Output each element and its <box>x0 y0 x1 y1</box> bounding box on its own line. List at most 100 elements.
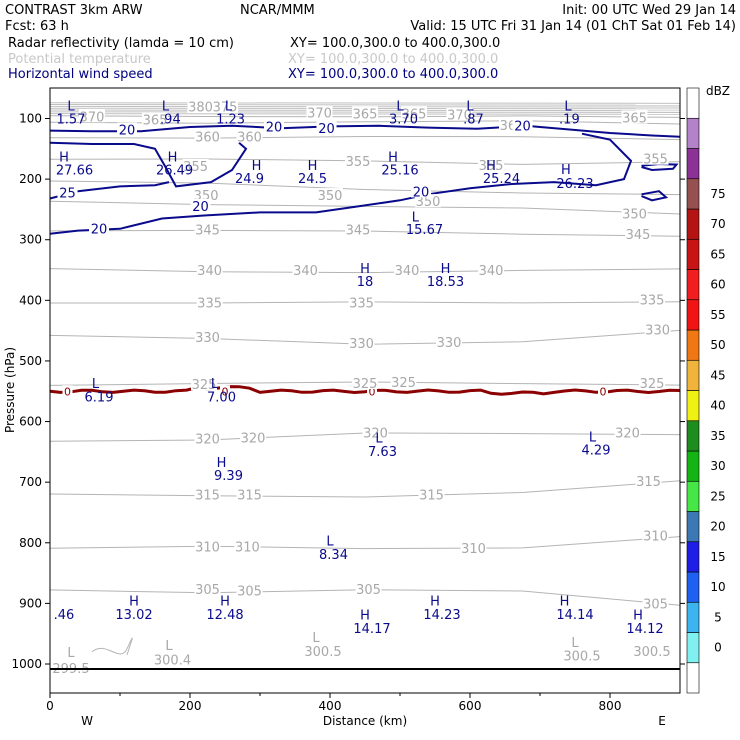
theta-contour-upper <box>49 104 681 106</box>
theta-label-bg <box>446 107 473 121</box>
forecast-hour: Fcst: 63 h <box>5 19 69 34</box>
wind-extremum-label: 7.00 <box>207 390 236 405</box>
theta-label: 370 <box>80 110 105 125</box>
theta-label: 340 <box>197 264 222 279</box>
wind-extremum-label: L <box>375 432 383 447</box>
wind-extremum-label: .19 <box>559 113 580 128</box>
wind-extremum-label: L <box>162 99 170 114</box>
freezing-label-bg <box>220 385 230 397</box>
colorbar-swatch <box>686 87 700 119</box>
wind-extremum-label: H <box>308 159 318 174</box>
y-tick-label: 600 <box>19 415 42 429</box>
colorbar-swatch <box>686 450 700 482</box>
colorbar-swatch <box>686 420 700 452</box>
theta-label: 315 <box>419 489 444 504</box>
y-axis-title: Pressure (hPa) <box>3 347 17 433</box>
wind-label-bg <box>57 185 78 199</box>
colorbar-label: 35 <box>710 429 725 443</box>
wind-label-bg <box>316 120 337 134</box>
wind-contour <box>49 141 248 188</box>
wind-contour-label: 20 <box>192 200 209 215</box>
theta-label: 380 <box>188 101 213 116</box>
theta-label: 310 <box>461 542 486 557</box>
freezing-label-bg <box>62 385 73 397</box>
colorbar-label: 5 <box>714 610 722 624</box>
theta-label: 365 <box>402 107 427 122</box>
theta-label-bg <box>194 129 221 143</box>
wind-extremum-label: 14.12 <box>626 622 663 637</box>
theta-label: 360 <box>195 130 220 145</box>
field3-name: Horizontal wind speed <box>8 67 153 82</box>
theta-label: 310 <box>235 541 260 556</box>
colorbar-swatch <box>686 541 700 573</box>
theta-label: 335 <box>640 293 665 308</box>
theta-label-bg <box>348 295 375 309</box>
wind-extremum-label: H <box>129 595 139 610</box>
wind-extremum-label: H <box>360 609 370 624</box>
theta-label-bg <box>345 222 371 236</box>
y-tick-label: 100 <box>19 112 42 126</box>
theta-label: 320 <box>241 432 266 447</box>
wind-label-bg <box>411 184 431 198</box>
theta-contour <box>49 180 681 196</box>
wind-extremum-label: 15.67 <box>406 223 443 238</box>
theta-label-bg <box>355 582 382 596</box>
theta-label-bg <box>194 222 221 236</box>
wind-extremum-label: L <box>67 99 75 114</box>
theta-label-bg <box>236 129 263 143</box>
theta-label: 355 <box>643 153 668 168</box>
x-tick-label: 0 <box>46 699 54 713</box>
east-label: E <box>658 714 666 728</box>
colorbar-swatch <box>686 511 700 543</box>
theta-label-bg <box>639 292 665 306</box>
theta-label-bg <box>625 226 651 240</box>
theta-label-bg <box>642 596 669 610</box>
theta-label: 350 <box>416 195 441 210</box>
theta-contour <box>49 268 681 274</box>
wind-extremum-label: H <box>220 595 230 610</box>
theta-label-bg <box>394 263 420 277</box>
valid-time: Valid: 15 UTC Fri 31 Jan 14 (01 ChT Sat … <box>410 19 736 34</box>
colorbar-label: 70 <box>710 217 725 231</box>
wind-extremum-label: 4.29 <box>582 444 611 459</box>
wind-extremum-label: H <box>441 262 451 277</box>
wind-contour-label: 20 <box>318 122 335 137</box>
plot-frame <box>49 87 681 694</box>
y-tick-label: 900 <box>19 596 42 610</box>
field3-xy: XY= 100.0,300.0 to 400.0,300.0 <box>288 67 498 82</box>
west-label: W <box>81 714 93 728</box>
x-tick-label: 800 <box>599 699 622 713</box>
theta-label: 335 <box>349 296 374 311</box>
theta-label: 305 <box>643 598 668 613</box>
theta-label-bg <box>234 539 261 553</box>
theta-label-bg <box>79 109 105 123</box>
theta-label: 370 <box>447 108 472 123</box>
wind-extremum-label: 1.23 <box>216 113 245 128</box>
theta-label: 325 <box>353 377 378 392</box>
wind-contour-label: 20 <box>91 222 108 237</box>
theta-label-bg <box>317 188 343 202</box>
colorbar-swatch <box>686 571 700 603</box>
colorbar-swatch <box>686 178 700 210</box>
theta-label: 370 <box>307 107 332 122</box>
theta-label: 350 <box>622 207 647 222</box>
theta-label: 305 <box>195 583 220 598</box>
y-tick-label: 800 <box>19 536 42 550</box>
colorbar-swatch <box>686 117 700 149</box>
theta-extremum-label: 300.5 <box>563 650 600 665</box>
theta-label: 315 <box>636 475 661 490</box>
wind-extremum-label: H <box>633 609 643 624</box>
theta-label: 325 <box>640 377 665 392</box>
theta-label-bg <box>642 151 669 165</box>
wind-extremum-label: 1.57 <box>57 113 86 128</box>
theta-label-bg <box>191 377 217 391</box>
wind-extremum-label: 14.14 <box>556 608 593 623</box>
wind-extremum-label: .46 <box>54 608 75 623</box>
wind-label-bg <box>190 198 211 212</box>
theta-label: 360 <box>237 130 262 145</box>
model-title: CONTRAST 3km ARW <box>5 3 143 18</box>
theta-label-bg <box>621 110 648 124</box>
wind-extremum-label: L <box>412 210 420 225</box>
wind-extremum-label: 7.63 <box>368 445 397 460</box>
